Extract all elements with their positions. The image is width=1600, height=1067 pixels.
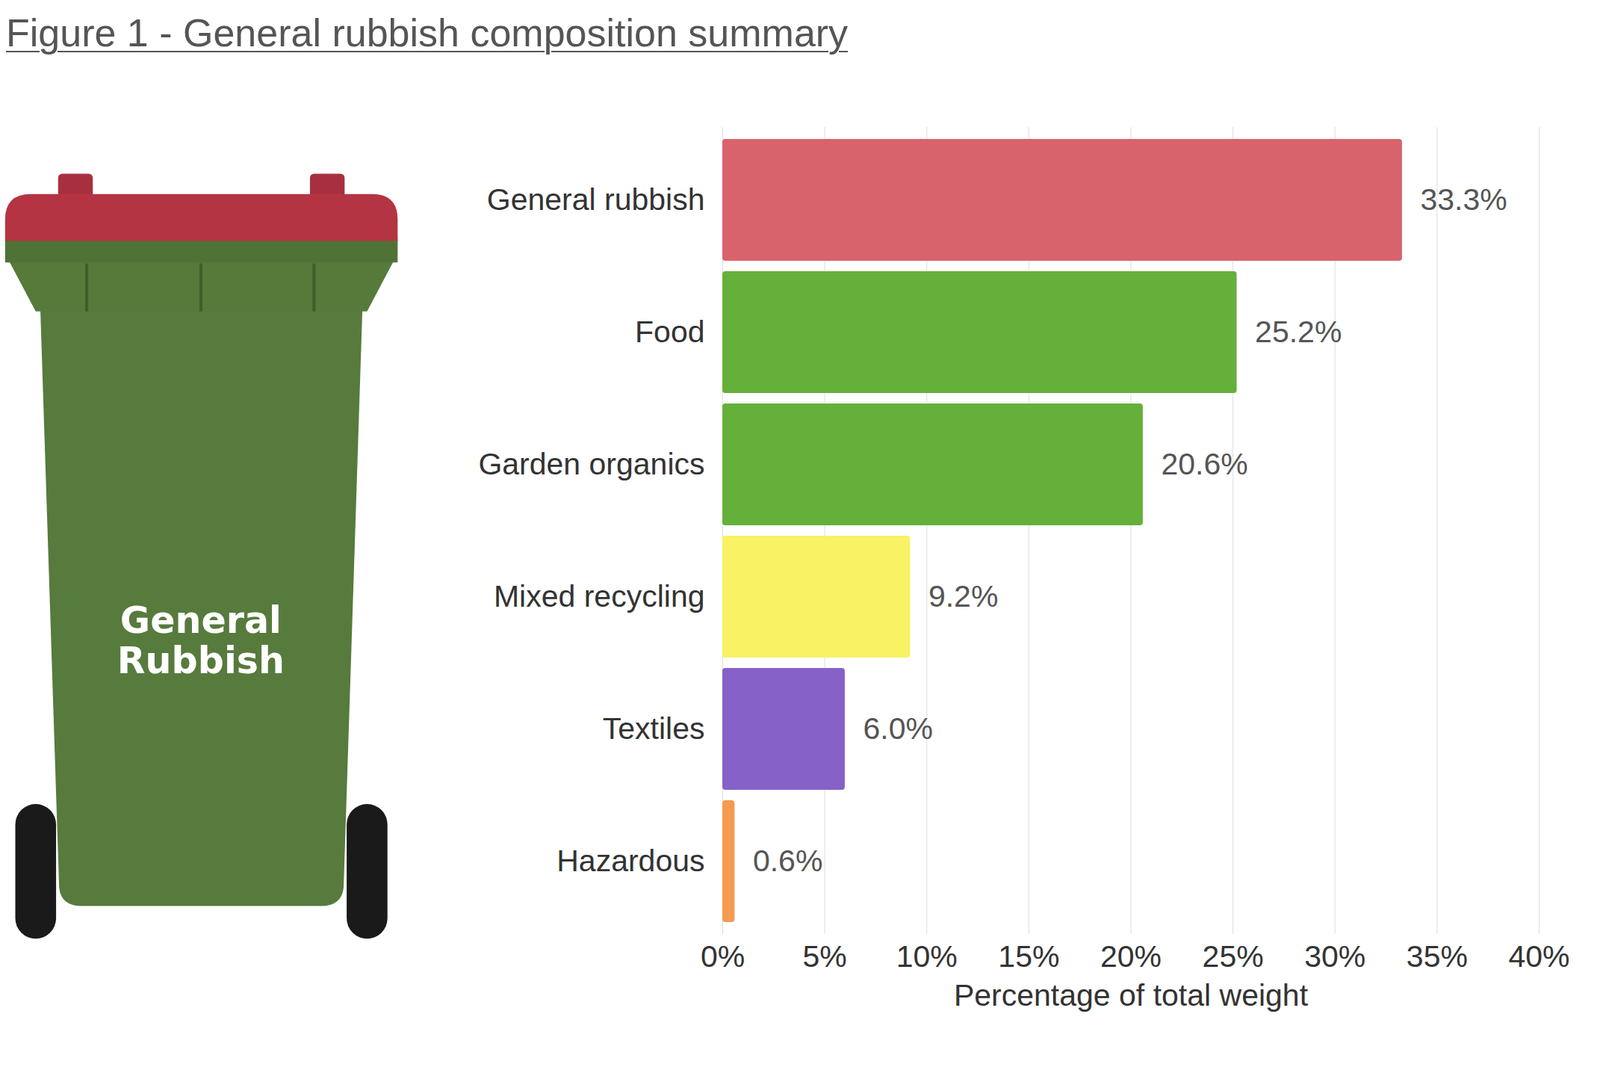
svg-text:20%: 20% — [1100, 938, 1162, 974]
svg-text:Rubbish: Rubbish — [117, 638, 285, 682]
svg-text:40%: 40% — [1508, 938, 1570, 974]
svg-text:25.2%: 25.2% — [1254, 314, 1342, 349]
svg-text:General: General — [120, 598, 282, 642]
svg-text:0%: 0% — [700, 938, 745, 974]
svg-text:30%: 30% — [1304, 938, 1366, 974]
svg-text:25%: 25% — [1202, 938, 1264, 974]
svg-text:5%: 5% — [802, 938, 847, 974]
html-text:Figure 1 - General rubbish com: Figure 1 - General rubbish composition s… — [5, 11, 848, 55]
svg-text:General rubbish: General rubbish — [487, 182, 706, 217]
svg-text:20.6%: 20.6% — [1160, 446, 1248, 482]
svg-text:Hazardous: Hazardous — [556, 843, 705, 878]
svg-text:33.3%: 33.3% — [1419, 182, 1507, 217]
svg-text:Textiles: Textiles — [602, 711, 706, 746]
svg-text:Mixed recycling: Mixed recycling — [493, 578, 706, 614]
svg-text:Food: Food — [634, 314, 705, 349]
svg-text:35%: 35% — [1406, 938, 1468, 974]
svg-text:0.6%: 0.6% — [752, 843, 823, 878]
svg-text:10%: 10% — [896, 938, 958, 974]
svg-text:Percentage of total weight: Percentage of total weight — [953, 977, 1309, 1013]
svg-text:6.0%: 6.0% — [862, 711, 933, 746]
svg-text:15%: 15% — [997, 938, 1060, 974]
svg-text:Garden organics: Garden organics — [478, 446, 705, 482]
svg-text:9.2%: 9.2% — [928, 578, 998, 614]
